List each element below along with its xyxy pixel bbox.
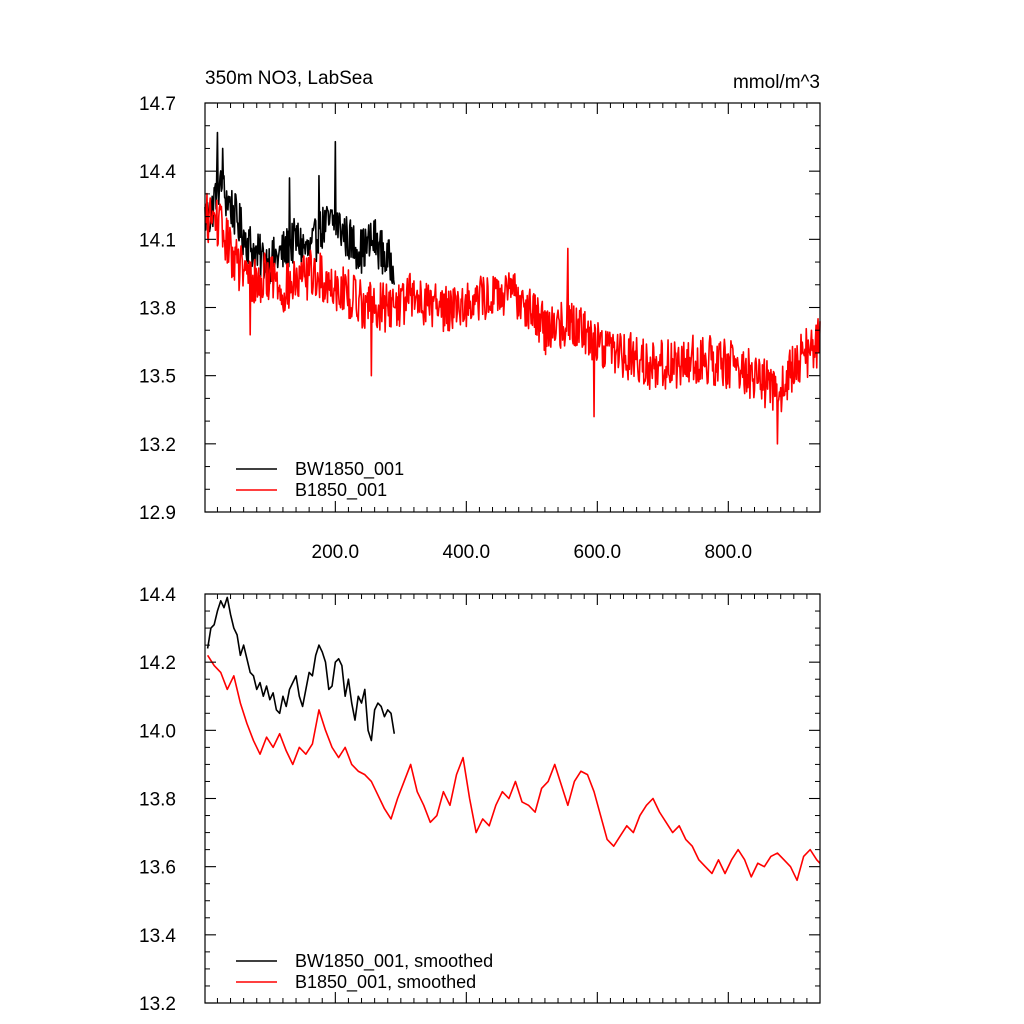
top-chart-title: 350m NO3, LabSea	[205, 68, 373, 89]
top-legend: BW1850_001 B1850_001	[236, 459, 404, 501]
bottom-ytick-label: 13.8	[139, 790, 176, 811]
top-xtick-label: 800.0	[705, 542, 753, 563]
bottom-ytick-label: 14.0	[139, 721, 176, 742]
top-legend-label-b1850: B1850_001	[295, 480, 387, 501]
panel-bottom: 13.2 13.4 13.6 13.8 14.0 14.2 14.4 BW1850_001,…	[139, 585, 821, 1015]
bottom-plot-ticks: 13.2 13.4 13.6 13.8 14.0 14.2 14.4	[139, 585, 820, 1015]
top-ytick-label: 13.8	[139, 299, 176, 320]
top-series-line-bw1850	[204, 131, 396, 285]
bottom-ytick-label: 14.4	[139, 585, 176, 606]
top-ytick-label: 13.2	[139, 435, 176, 456]
top-plot-ticks: 12.9 13.2 13.5 13.8 14.1 14.4 14.7 200.0 400.0 60…	[139, 94, 820, 563]
top-ytick-label: 14.4	[139, 162, 176, 183]
top-units-label: mmol/m^3	[733, 72, 820, 93]
panel-top: 12.9 13.2 13.5 13.8 14.1 14.4 14.7 200.0 400.0 60…	[139, 68, 821, 563]
bottom-series-line-b1850	[206, 654, 821, 882]
top-ytick-label: 14.1	[139, 230, 176, 251]
bottom-legend-label-bw1850: BW1850_001, smoothed	[295, 951, 493, 972]
top-xtick-label: 400.0	[443, 542, 491, 563]
bottom-ytick-label: 13.4	[139, 926, 176, 947]
bottom-ytick-label: 14.2	[139, 653, 176, 674]
bottom-plot-lines	[206, 596, 821, 882]
bottom-ytick-label: 13.6	[139, 858, 176, 879]
top-ytick-label: 14.7	[139, 94, 176, 115]
top-legend-label-bw1850: BW1850_001	[295, 459, 404, 480]
top-plot-lines	[204, 131, 821, 445]
top-series-line-b1850	[204, 192, 821, 445]
bottom-series-line-bw1850	[206, 596, 396, 742]
bottom-ytick-label: 13.2	[139, 994, 176, 1015]
bottom-legend: BW1850_001, smoothed B1850_001, smoothed	[236, 951, 493, 993]
top-ytick-label: 12.9	[139, 503, 176, 524]
top-xtick-label: 600.0	[574, 542, 622, 563]
bottom-legend-label-b1850: B1850_001, smoothed	[295, 972, 476, 993]
top-ytick-label: 13.5	[139, 367, 176, 388]
top-xtick-label: 200.0	[312, 542, 360, 563]
